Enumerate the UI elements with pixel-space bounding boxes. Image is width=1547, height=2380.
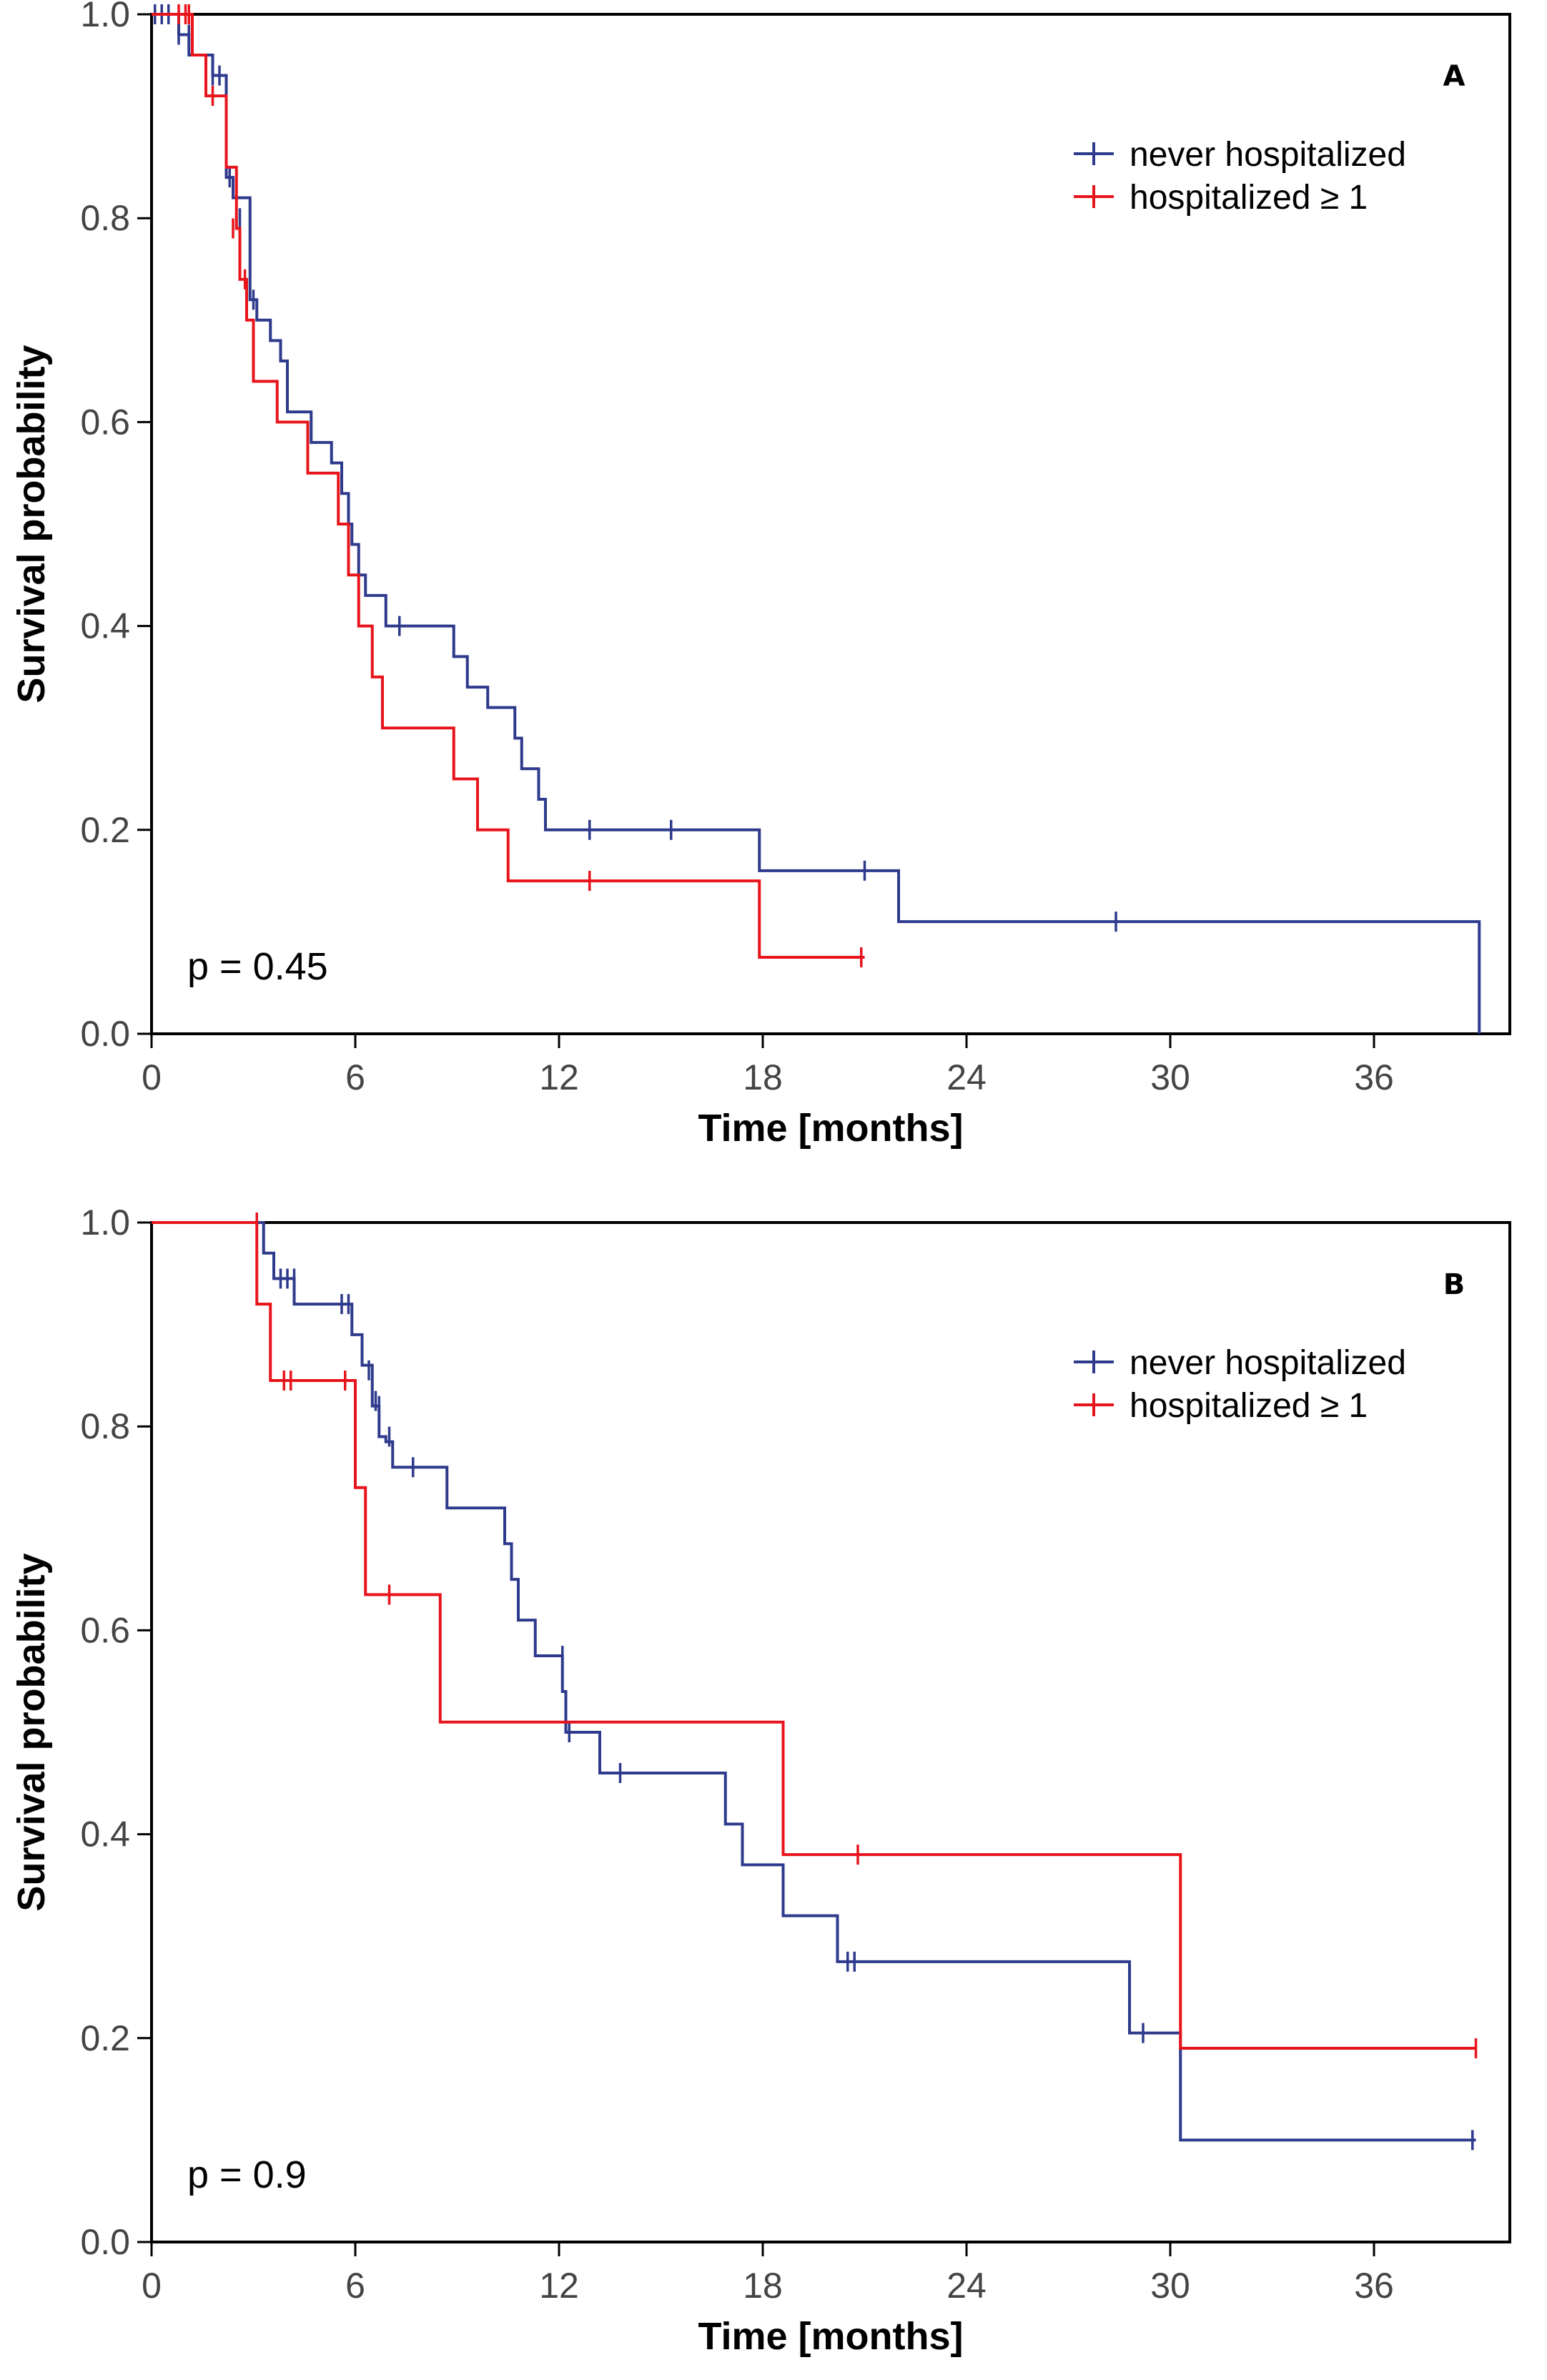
x-tick-label: 24 [947, 1057, 987, 1097]
x-tick-label: 30 [1150, 2266, 1190, 2306]
panel-letter: B [1443, 1268, 1466, 1301]
y-axis-title: Survival probability [10, 1553, 53, 1911]
x-tick-label: 30 [1150, 1057, 1190, 1097]
x-tick-label: 0 [142, 1057, 162, 1097]
y-tick-label: 0.0 [80, 1014, 130, 1054]
x-axis-title: Time [months] [698, 2315, 963, 2358]
x-tick-label: 6 [345, 1057, 365, 1097]
y-tick-label: 0.4 [80, 606, 130, 646]
y-tick-label: 0.4 [80, 1814, 130, 1855]
survival-curve-series-1 [152, 13, 865, 959]
x-axis-title: Time [months] [698, 1107, 963, 1150]
legend-label: never hospitalized [1130, 1344, 1406, 1382]
y-tick-label: 0.2 [80, 810, 130, 850]
x-tick-label: 12 [539, 2266, 579, 2306]
survival-curve-series-0 [152, 1221, 1476, 2142]
x-tick-label: 6 [345, 2266, 365, 2306]
y-tick-label: 0.8 [80, 1406, 130, 1446]
p-value-annotation: p = 0.45 [187, 945, 328, 988]
x-tick-label: 36 [1354, 2266, 1394, 2306]
y-tick-label: 0.6 [80, 1610, 130, 1650]
y-tick-label: 1.0 [80, 1203, 130, 1243]
y-tick-label: 1.0 [80, 0, 130, 34]
panel-a: 0.0 0.2 0.4 0.6 0.8 1.0 0 6 12 18 24 30 36 Time [mont… [10, 0, 1511, 1150]
legend-label: hospitalized ≥ 1 [1130, 179, 1368, 217]
p-value-annotation: p = 0.9 [187, 2153, 307, 2196]
y-tick-label: 0.0 [80, 2222, 130, 2262]
x-tick-label: 36 [1354, 1057, 1394, 1097]
plot-frame [150, 1221, 1511, 2243]
y-axis-title: Survival probability [10, 345, 53, 703]
x-tick-label: 0 [142, 2266, 162, 2306]
x-tick-label: 12 [539, 1057, 579, 1097]
panel-b: 0.0 0.2 0.4 0.6 0.8 1.0 0 6 12 18 24 30 36 Time [mont… [10, 1203, 1511, 2358]
y-tick-label: 0.8 [80, 198, 130, 238]
legend-label: never hospitalized [1130, 136, 1406, 174]
x-tick-label: 18 [743, 2266, 783, 2306]
y-tick-label: 0.2 [80, 2018, 130, 2058]
panel-letter: A [1443, 60, 1466, 93]
legend-label: hospitalized ≥ 1 [1130, 1387, 1368, 1425]
x-tick-label: 18 [743, 1057, 783, 1097]
survival-curve-series-1 [152, 1221, 1476, 2050]
plot-frame [150, 13, 1511, 1035]
x-tick-label: 24 [947, 2266, 987, 2306]
y-tick-label: 0.6 [80, 402, 130, 442]
